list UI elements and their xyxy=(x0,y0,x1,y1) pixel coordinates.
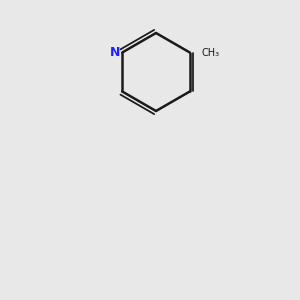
Text: N: N xyxy=(110,46,120,59)
Text: CH₃: CH₃ xyxy=(202,47,220,58)
